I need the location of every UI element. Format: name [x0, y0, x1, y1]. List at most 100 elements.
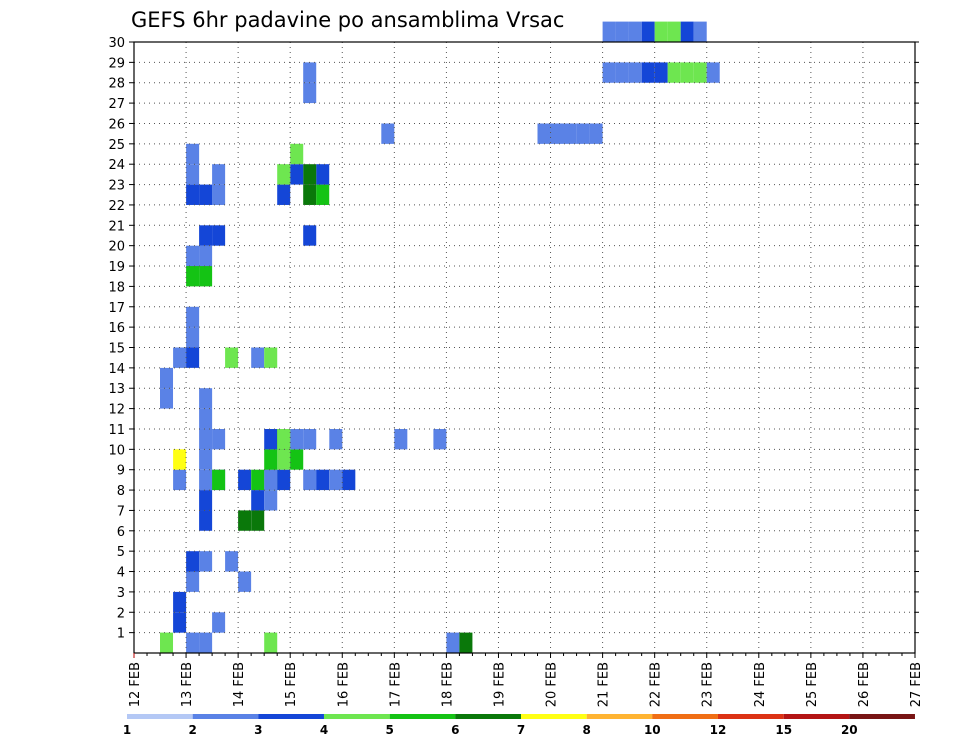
heatmap-cell: [303, 469, 317, 491]
y-tick-label: 23: [108, 179, 125, 194]
heatmap-cell: [186, 184, 200, 205]
heatmap-cell: [251, 510, 265, 531]
heatmap-cell: [615, 62, 629, 83]
heatmap-cell: [641, 21, 655, 42]
heatmap-cell: [160, 367, 174, 389]
x-tick-label: 14 FEB: [232, 662, 247, 707]
heatmap-cell: [199, 225, 213, 246]
heatmap-cell: [303, 164, 317, 185]
heatmap-cell: [537, 123, 551, 144]
heatmap-cell: [173, 469, 187, 491]
x-tick-label: 19 FEB: [493, 662, 508, 707]
heatmap-cell: [446, 632, 460, 653]
heatmap-cell: [186, 245, 200, 267]
x-tick-label: 18 FEB: [440, 662, 455, 707]
colorbar-label: 6: [451, 723, 459, 737]
heatmap-cell: [264, 632, 278, 653]
y-tick-label: 12: [108, 403, 125, 418]
y-tick-label: 27: [108, 97, 125, 112]
y-tick-label: 18: [108, 280, 125, 295]
y-tick-label: 13: [108, 382, 125, 397]
y-tick-label: 21: [108, 219, 125, 234]
cells-layer: [160, 21, 720, 653]
heatmap-cell: [316, 184, 330, 205]
heatmap-cell: [212, 429, 226, 450]
heatmap-cell: [303, 429, 317, 450]
heatmap-cell: [238, 571, 252, 592]
y-tick-label: 24: [108, 158, 125, 173]
heatmap-cell: [199, 245, 213, 267]
heatmap-cell: [212, 612, 226, 633]
y-tick-label: 1: [117, 627, 125, 642]
heatmap-cell: [186, 306, 200, 328]
y-tick-label: 30: [108, 36, 125, 51]
heatmap-cell: [186, 571, 200, 592]
x-tick-label: 24 FEB: [753, 662, 768, 707]
heatmap-cell: [199, 551, 213, 572]
heatmap-cell: [654, 62, 668, 83]
heatmap-cell: [186, 632, 200, 653]
heatmap-cell: [628, 21, 642, 42]
x-tick-label: 13 FEB: [180, 662, 195, 707]
x-axis: 12 FEB 13 FEB 14 FEB 15 FEB 16 FEB 17 FEB 18 F…: [128, 653, 924, 707]
heatmap-cell: [199, 449, 213, 470]
colorbar-segment: [127, 714, 193, 719]
y-tick-label: 5: [117, 545, 125, 560]
colorbar-segment: [389, 714, 456, 719]
x-tick-label: 22 FEB: [649, 662, 664, 707]
heatmap-cell: [667, 62, 681, 83]
y-tick-label: 2: [117, 606, 125, 621]
heatmap-cell: [199, 632, 213, 653]
heatmap-cell: [186, 266, 200, 287]
heatmap-cell: [238, 469, 252, 491]
heatmap-cell: [316, 164, 330, 185]
heatmap-cell: [199, 408, 213, 429]
y-tick-label: 26: [108, 117, 125, 132]
x-tick-label: 25 FEB: [805, 662, 820, 707]
y-tick-label: 29: [108, 56, 125, 71]
y-tick-label: 10: [108, 443, 125, 458]
heatmap-cell: [186, 143, 200, 165]
heatmap-cell: [433, 429, 447, 450]
heatmap-cell: [641, 62, 655, 83]
colorbar-label: 15: [775, 723, 792, 737]
heatmap-cell: [654, 21, 668, 42]
colorbar-label: 3: [254, 723, 262, 737]
y-tick-label: 9: [117, 464, 125, 479]
heatmap-cell: [277, 469, 291, 491]
heatmap-cell: [303, 184, 317, 205]
colorbar-segment: [849, 714, 915, 719]
x-tick-label: 23 FEB: [701, 662, 716, 707]
x-tick-label: 20 FEB: [545, 662, 560, 707]
y-tick-label: 20: [108, 240, 125, 255]
y-tick-label: 7: [117, 504, 125, 519]
heatmap-cell: [251, 469, 265, 491]
colorbar-segment: [586, 714, 653, 719]
x-tick-label: 26 FEB: [857, 662, 872, 707]
heatmap-cell: [173, 612, 187, 633]
heatmap-cell: [264, 347, 278, 368]
colorbar-segment: [455, 714, 521, 719]
heatmap-cell: [550, 123, 564, 144]
heatmap-cell: [303, 62, 317, 83]
heatmap-cell: [563, 123, 577, 144]
colorbar-segment: [652, 714, 718, 719]
x-tick-label: 12 FEB: [128, 662, 143, 707]
colorbar-segment: [783, 714, 850, 719]
x-tick-label: 21 FEB: [597, 662, 612, 707]
heatmap-cell: [342, 469, 356, 491]
heatmap-cell: [602, 21, 616, 42]
heatmap-cell: [173, 347, 187, 368]
heatmap-cell: [303, 82, 317, 104]
y-tick-label: 17: [108, 301, 125, 316]
heatmap-cell: [264, 490, 278, 511]
heatmap-cell: [251, 347, 265, 368]
heatmap-cell: [706, 62, 720, 83]
y-tick-label: 28: [108, 77, 125, 92]
heatmap-cell: [693, 62, 707, 83]
heatmap-cell: [186, 327, 200, 348]
heatmap-cell: [277, 164, 291, 185]
colorbar-label: 10: [644, 723, 661, 737]
x-tick-label: 27 FEB: [909, 662, 924, 707]
heatmap-cell: [186, 347, 200, 368]
